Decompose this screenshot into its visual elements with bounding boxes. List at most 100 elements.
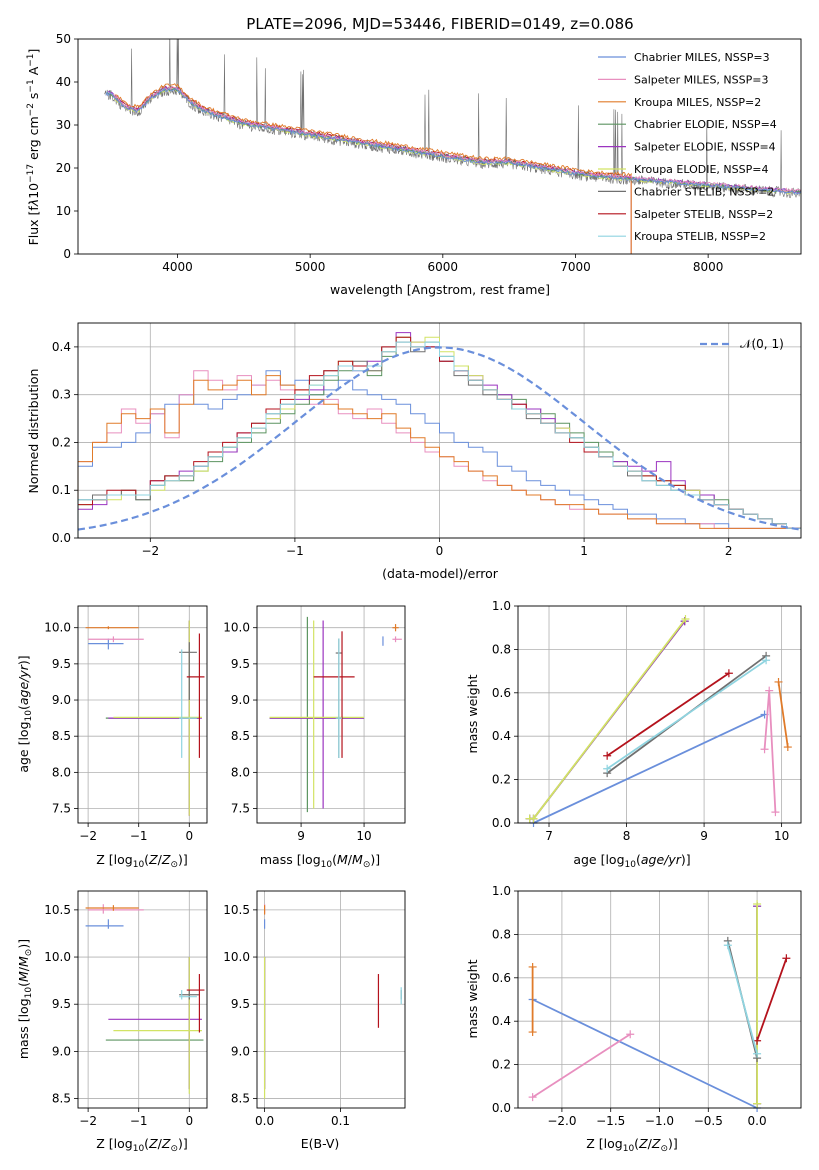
histogram-y-tick-label: 0.2 [52,435,71,449]
weight-age-point-marker [529,814,538,823]
spectrum-x-tick-label: 5000 [295,260,326,274]
weight-z-y-tick-label: 0.0 [492,1101,511,1115]
weight-age-point-marker [760,745,769,754]
spectrum-line [108,85,801,193]
weight-age-x-label: age [log10(age/yr)] [573,852,690,870]
age-z-x-tick-label: −1 [130,829,148,843]
weight-age-point-marker [783,743,792,752]
spectrum-legend-label: Salpeter STELIB, NSSP=2 [634,208,773,221]
mass-ebv-y-tick-label: 9.0 [231,1044,250,1058]
age-vs-mass-panel: mass [log10(M/M⊙)] 9 10 7.5 8.0 8.5 9.0 9.5 10.… [223,605,406,870]
weight-z-point-marker [528,1028,537,1037]
weight-age-point-marker [762,656,771,665]
spectrum-x-tick-label: 7000 [560,260,591,274]
weight-z-x-tick-label: −2.0 [547,1114,576,1128]
age-mass-y-tick-label: 8.0 [231,765,250,779]
weight-z-point-marker [626,1030,635,1039]
age-mass-x-tick-label: 10 [356,829,371,843]
histogram-x-tick-label: 0 [436,544,444,558]
mass-ebv-errorbars [263,904,402,1099]
mass-z-y-tick-label: 9.5 [52,997,71,1011]
spectrum-x-label: wavelength [Angstrom, rest frame] [330,282,550,297]
weight-age-x-tick-label: 9 [700,829,708,843]
spectrum-legend-label: Kroupa STELIB, NSSP=2 [634,230,766,243]
spectrum-title: PLATE=2096, MJD=53446, FIBERID=0149, z=0… [246,15,633,33]
weight-age-point-marker [771,808,780,817]
age-z-y-label: age [log10(age/yr)] [16,655,34,772]
spectrum-legend-label: Kroupa MILES, NSSP=2 [634,96,761,109]
age-z-y-tick-label: 10.0 [44,621,71,635]
spectrum-x-tick-label: 6000 [428,260,459,274]
spectrum-legend-label: Salpeter ELODIE, NSSP=4 [634,141,776,154]
weight-age-series-line [606,672,730,757]
gaussian-curve [77,346,802,531]
weight-z-point-marker [528,1093,537,1102]
age-z-x-tick-label: −2 [79,829,97,843]
mass-z-y-tick-label: 8.5 [52,1092,71,1106]
weight-age-series-line [606,659,767,770]
histogram-frame [77,322,802,539]
weight-age-y-tick-label: 0.8 [492,642,511,656]
spectrum-legend-label: Chabrier ELODIE, NSSP=4 [634,118,777,131]
age-vs-metallicity-panel: Z [log10(Z/Z⊙)] age [log10(age/yr)] −2 −1… [16,605,208,870]
age-mass-y-tick-label: 9.5 [231,657,250,671]
mass-ebv-y-tick-label: 10.5 [223,903,250,917]
mass-ebv-y-tick-label: 10.0 [223,950,250,964]
residual-histogram-panel: (data-model)/error Normed distribution −… [26,322,802,581]
histogram-y-tick-label: 0.0 [52,531,71,545]
weight-z-point-marker [782,954,791,963]
weight-age-y-label: mass weight [465,674,480,753]
mass-ebv-y-tick-label: 9.5 [231,997,250,1011]
spectrum-x-tick-label: 4000 [162,260,193,274]
age-z-frame [77,605,208,824]
mass-z-y-tick-label: 10.5 [44,903,71,917]
weight-z-point-marker [528,962,537,971]
histogram-x-label: (data-model)/error [382,566,499,581]
weight-age-y-tick-label: 0.6 [492,686,511,700]
weight-z-point-marker [753,900,762,909]
mass-z-frame [77,890,208,1109]
spectrum-panel: PLATE=2096, MJD=53446, FIBERID=0149, z=0… [26,15,802,297]
histogram-y-tick-label: 0.4 [52,340,71,354]
histogram-y-tick-label: 0.1 [52,483,71,497]
mass-z-x-tick-label: 0 [185,1114,193,1128]
weight-z-x-tick-label: 0.0 [748,1114,767,1128]
histogram-y-label: Normed distribution [26,369,41,494]
mass-vs-extinction-panel: E(B-V) 0.0 0.1 8.5 9.0 9.5 10.0 10.5 [223,890,406,1151]
mass-ebv-x-tick-label: 0.0 [255,1114,274,1128]
mass-z-y-tick-label: 9.0 [52,1044,71,1058]
weight-age-x-tick-label: 10 [774,829,789,843]
spectrum-legend-label: Kroupa ELODIE, NSSP=4 [634,163,768,176]
weight-age-y-tick-label: 0.4 [492,729,511,743]
mass-z-x-tick-label: −1 [130,1114,148,1128]
age-mass-x-label: mass [log10(M/M⊙)] [260,852,380,870]
weight-age-point-marker [774,677,783,686]
weight-z-y-tick-label: 1.0 [492,884,511,898]
mass-weight-vs-age-panel: age [log10(age/yr)] mass weight 7 8 9 10 0.0… [465,599,802,870]
age-z-errorbars [85,620,205,816]
spectrum-line [105,87,801,195]
weight-z-series-line [756,957,788,1042]
weight-age-point-marker [603,751,612,760]
weight-z-y-label: mass weight [465,959,480,1038]
spectrum-y-tick-label: 10 [56,204,71,218]
histogram-step-line [77,341,801,538]
mass-ebv-frame [256,890,406,1109]
age-z-y-tick-label: 8.5 [52,729,71,743]
mass-ebv-y-tick-label: 8.5 [231,1092,250,1106]
mass-vs-metallicity-panel: Z [log10(Z/Z⊙)] mass [log10(M/M⊙)] −2 −1 0… [16,890,208,1154]
age-z-y-tick-label: 9.0 [52,693,71,707]
spectrum-frame [77,38,802,255]
spectrum-y-tick-label: 0 [63,247,71,261]
spectrum-y-tick-label: 50 [56,32,71,46]
spectrum-x-tick-label: 8000 [693,260,724,274]
weight-age-series-line [533,713,765,824]
weight-z-x-tick-label: −1.0 [645,1114,674,1128]
weight-age-series-line [777,681,789,748]
mass-z-y-tick-label: 10.0 [44,950,71,964]
weight-age-point-marker [765,686,774,695]
histogram-x-tick-label: −2 [141,544,159,558]
age-mass-x-tick-label: 9 [297,829,305,843]
age-z-y-tick-label: 8.0 [52,765,71,779]
